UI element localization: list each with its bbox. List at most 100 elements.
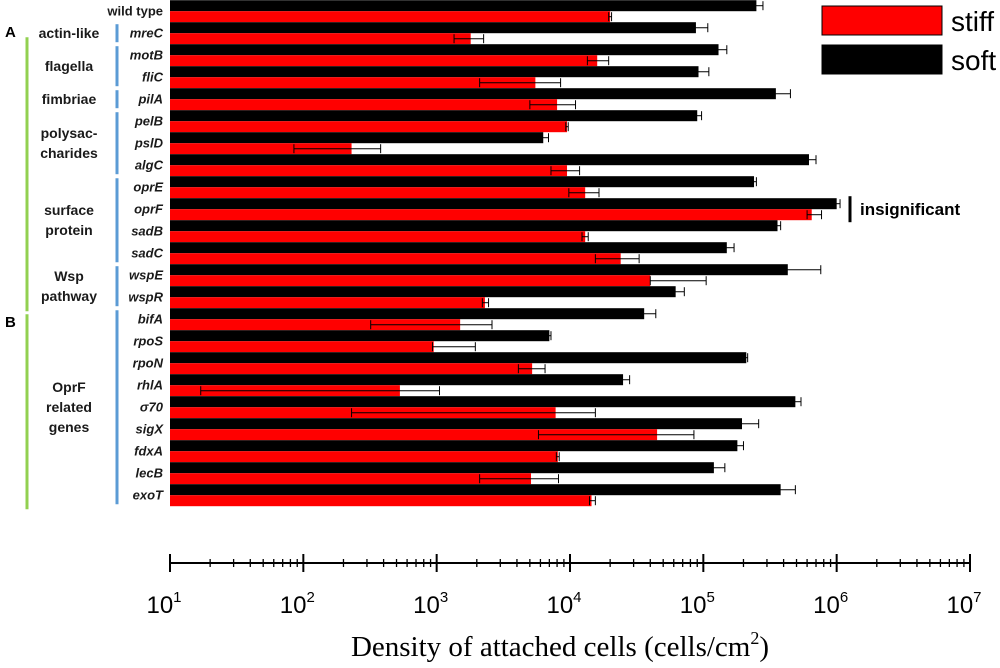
gene-label-wild-type: wild type xyxy=(106,4,163,19)
error-soft-psld xyxy=(537,133,550,143)
tick-label-10-7: 107 xyxy=(946,589,981,619)
bar-stiff-rpos xyxy=(170,341,434,353)
group-labels-layer: actin-like flagella fimbriae polysac-charid… xyxy=(5,24,119,510)
group-label-fimbriae: fimbriae xyxy=(42,91,97,107)
bar-stiff-opre xyxy=(170,187,586,199)
legend-swatch-stiff xyxy=(821,5,943,36)
bar-stiff-pelb xyxy=(170,121,568,133)
x-axis: 101 102 103 104 105 106 107 Density of attached… xyxy=(146,554,982,663)
bar-stiff-wild-type xyxy=(170,11,611,23)
bar-stiff-wspe xyxy=(170,275,651,287)
bar-stiff-algc xyxy=(170,165,568,177)
bar-soft-algc xyxy=(170,154,809,166)
gene-label-motb: motB xyxy=(130,48,163,63)
error-soft-oprf xyxy=(831,199,841,209)
error-soft-rpon xyxy=(744,353,749,363)
error-stiff-wspr xyxy=(481,298,490,308)
gene-label-sadc: sadC xyxy=(131,246,163,261)
error-soft-motb xyxy=(710,45,728,55)
error-soft-wild-type xyxy=(749,1,764,11)
gene-label-exot: exoT xyxy=(133,488,164,503)
error-soft-pelb xyxy=(693,111,703,121)
error-stiff-sadb xyxy=(581,232,589,242)
bar-soft-rpon xyxy=(170,352,747,364)
bar-soft-rpos xyxy=(170,330,550,342)
bar-stiff-sigx xyxy=(170,429,658,441)
error-stiff-sigx xyxy=(537,430,695,440)
gene-labels-layer: wild type mreC motB fliC pilA pelB pslD algC opr… xyxy=(106,4,164,503)
error-stiff-sigma70 xyxy=(351,408,596,418)
error-stiff-opre xyxy=(568,188,600,198)
tick-label-10-4: 104 xyxy=(546,589,581,619)
group-label-wsp-pathway: Wsp pathway xyxy=(41,268,97,304)
gene-label-wspe: wspE xyxy=(129,268,163,283)
bar-soft-oprf xyxy=(170,198,837,210)
gene-label-sadb: sadB xyxy=(131,224,163,239)
bar-stiff-sadc xyxy=(170,253,621,265)
bar-soft-motb xyxy=(170,44,719,56)
bar-soft-wild-type xyxy=(170,0,757,12)
gene-label-opre: oprE xyxy=(133,180,163,195)
error-stiff-exot xyxy=(588,496,596,506)
legend: stiff soft xyxy=(821,5,996,76)
bars-layer xyxy=(170,0,837,507)
error-stiff-pelb xyxy=(565,122,569,132)
error-stiff-rpos xyxy=(431,342,476,352)
bar-soft-psld xyxy=(170,132,544,144)
bar-soft-lecb xyxy=(170,462,714,474)
bar-stiff-rpon xyxy=(170,363,533,375)
error-soft-flic xyxy=(683,67,710,77)
bar-soft-pelb xyxy=(170,110,698,122)
gene-label-psld: pslD xyxy=(134,136,164,151)
error-soft-bifa xyxy=(624,309,657,319)
error-bars-layer xyxy=(200,1,841,506)
gene-label-sigx: sigX xyxy=(136,422,165,437)
tick-label-10-5: 105 xyxy=(680,589,715,619)
tick-label-10-6: 106 xyxy=(813,589,848,619)
annotation-layer: insignificant xyxy=(848,196,960,223)
bar-stiff-motb xyxy=(170,55,598,67)
gene-label-wspr: wspR xyxy=(128,290,163,305)
group-label-polysac-charides: polysac-charides xyxy=(40,125,98,161)
error-stiff-algc xyxy=(550,166,581,176)
panel-label-a: A xyxy=(5,24,16,41)
bar-soft-pila xyxy=(170,88,776,100)
error-stiff-rpon xyxy=(517,364,546,374)
bar-stiff-pila xyxy=(170,99,558,111)
bar-stiff-sadb xyxy=(170,231,586,243)
error-stiff-fdxa xyxy=(555,452,560,462)
error-stiff-motb xyxy=(586,56,610,66)
error-soft-exot xyxy=(759,485,796,495)
gene-label-fdxa: fdxA xyxy=(134,444,163,459)
error-soft-sadb xyxy=(773,221,782,231)
gene-label-mrec: mreC xyxy=(130,26,164,41)
bar-stiff-exot xyxy=(170,495,592,507)
error-soft-rpos xyxy=(546,331,552,341)
gene-label-bifa: bifA xyxy=(138,312,163,327)
error-stiff-wild-type xyxy=(608,12,613,22)
gene-label-flic: fliC xyxy=(142,70,164,85)
error-soft-wspr xyxy=(664,287,685,297)
gene-label-pelb: pelB xyxy=(134,114,163,129)
gene-label-rpos: rpoS xyxy=(133,334,163,349)
error-stiff-psld xyxy=(293,144,382,154)
insignificant-label: insignificant xyxy=(860,200,960,219)
error-soft-wspe xyxy=(699,265,822,275)
bar-soft-flic xyxy=(170,66,699,78)
error-stiff-oprf xyxy=(806,210,823,220)
error-soft-algc xyxy=(800,155,817,165)
error-soft-sadc xyxy=(718,243,735,253)
gene-label-algc: algC xyxy=(135,158,164,173)
gene-label-pila: pilA xyxy=(137,92,163,107)
legend-label-stiff: stiff xyxy=(951,6,994,37)
bar-soft-fdxa xyxy=(170,440,738,452)
gene-label-oprf: oprF xyxy=(134,202,164,217)
gene-label-rpon: rpoN xyxy=(133,356,164,371)
group-label-surface-protein: surface protein xyxy=(44,202,94,238)
error-stiff-rhla xyxy=(200,386,440,396)
bar-soft-mrec xyxy=(170,22,696,34)
bar-soft-exot xyxy=(170,484,781,496)
bar-soft-sadc xyxy=(170,242,727,254)
bar-soft-opre xyxy=(170,176,755,188)
bar-soft-sigma70 xyxy=(170,396,796,408)
